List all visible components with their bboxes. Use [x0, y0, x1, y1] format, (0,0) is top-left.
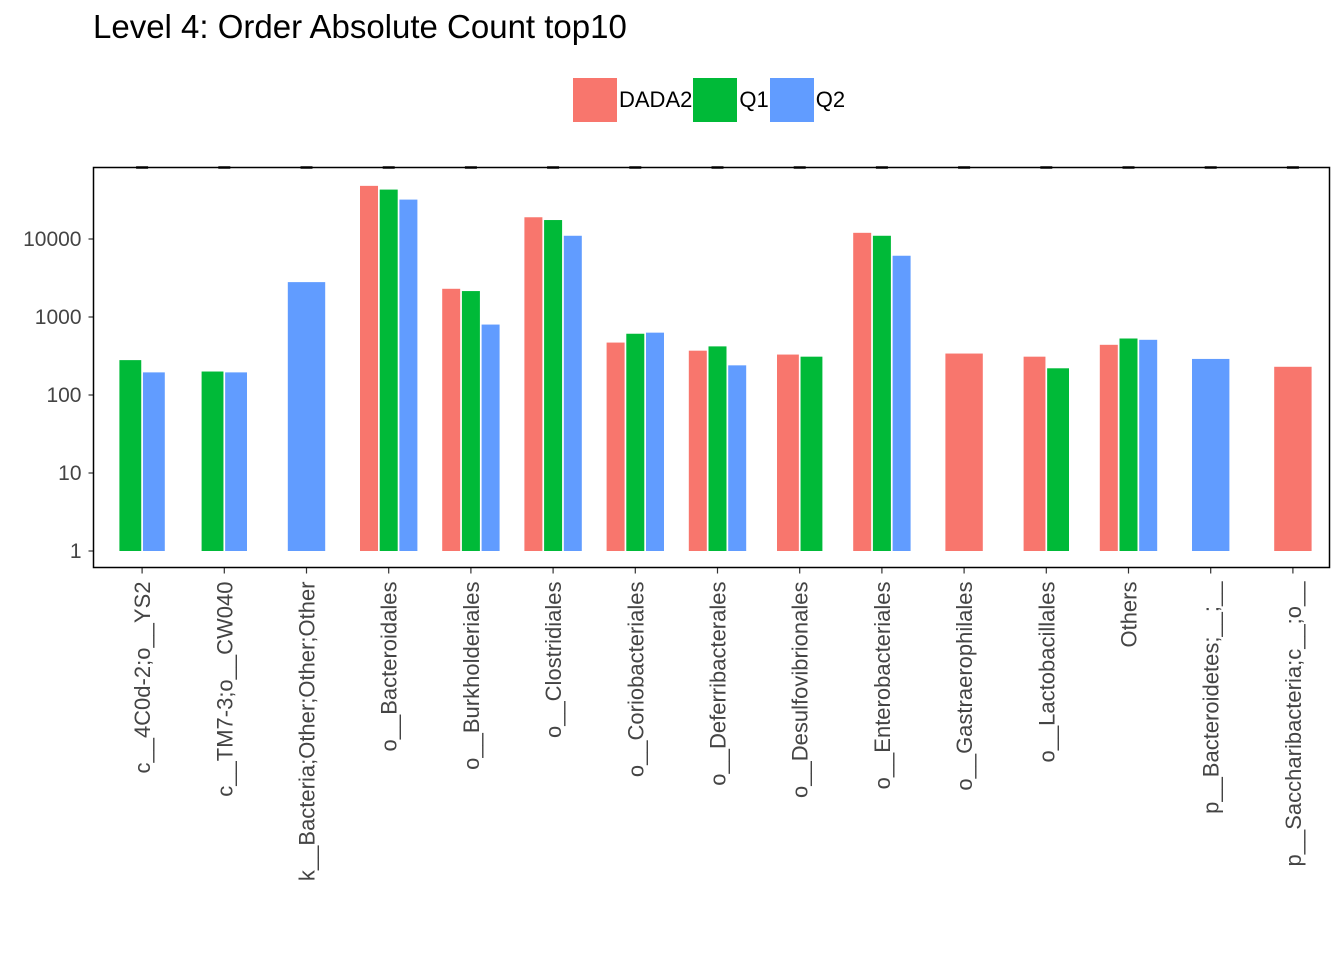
bar-dada2-o-burkholderiales: [442, 288, 461, 551]
x-tick-label: c__TM7-3;o__CW040: [212, 582, 237, 797]
bar-q1-others: [1119, 338, 1138, 551]
y-tick-label: 1000: [35, 306, 82, 329]
x-tick-label: c__4C0d-2;o__YS2: [130, 582, 155, 774]
bar-q1-o-deferribacterales: [708, 346, 727, 551]
chart-legend: DADA2 Q1 Q2: [573, 78, 846, 122]
bar-q1-o-burkholderiales: [461, 291, 480, 551]
bar-q1-o-lactobacillales: [1047, 368, 1069, 551]
legend-label-dada2: DADA2: [619, 87, 693, 112]
x-tick-label: o__Coriobacteriales: [623, 582, 648, 778]
bar-dada2-others: [1099, 344, 1118, 551]
bar-dada2-o-enterobacteriales: [853, 232, 872, 552]
x-axis-labels: c__4C0d-2;o__YS2 c__TM7-3;o__CW040 k__Bact…: [130, 581, 1306, 881]
bar-q2-c-tm7-3-o-cw040: [225, 372, 247, 551]
x-tick-label: o__Lactobacillales: [1034, 582, 1059, 763]
bar-q2-o-burkholderiales: [481, 324, 500, 551]
legend-key-dada2: [573, 78, 617, 122]
y-tick-label: 1: [70, 540, 82, 563]
x-tick-label: o__Clostridiales: [541, 582, 566, 739]
legend-item-dada2: DADA2: [573, 78, 693, 122]
bar-q1-o-clostridiales: [544, 220, 563, 551]
x-tick-label: o__Burkholderiales: [459, 582, 484, 770]
bar-dada2-o-gastraerophilales: [945, 353, 983, 551]
bar-dada2-o-desulfovibrionales: [777, 354, 799, 551]
bar-dada2-o-lactobacillales: [1023, 356, 1046, 551]
y-axis-labels: 1 10 100 1000 10000: [23, 228, 81, 563]
legend-label-q1: Q1: [739, 87, 769, 112]
chart-title: Level 4: Order Absolute Count top10: [93, 8, 627, 45]
y-tick-label: 10: [58, 462, 81, 485]
x-tick-label: o__Bacteroidales: [377, 582, 402, 752]
bar-q2-o-bacteroidales: [399, 199, 418, 551]
bar-q1-o-enterobacteriales: [872, 235, 891, 552]
y-tick-label: 100: [46, 384, 81, 407]
bar-q2-k-bacteria-other-other-other: [287, 282, 326, 551]
bar-q1-o-coriobacteriales: [626, 333, 645, 551]
bar-q2-others: [1139, 339, 1158, 551]
legend-item-q2: Q2: [769, 78, 846, 122]
legend-key-q2: [769, 78, 814, 122]
bar-q2-o-clostridiales: [563, 235, 582, 552]
bar-q2-c-4c0d-2-o-ys2: [142, 372, 165, 551]
bar-q1-c-tm7-3-o-cw040: [201, 371, 224, 551]
bar-dada2-o-bacteroidales: [360, 185, 378, 551]
bars: [119, 185, 1312, 552]
bar-dada2-o-coriobacteriales: [606, 342, 625, 551]
x-tick-label: o__Gastraerophilales: [952, 582, 977, 791]
bar-q2-o-coriobacteriales: [646, 332, 664, 551]
legend-label-q2: Q2: [815, 87, 846, 112]
bar-q1-o-desulfovibrionales: [800, 356, 823, 551]
x-tick-label: o__Desulfovibrionales: [788, 582, 813, 798]
x-tick-label: k__Bacteria;Other;Other;Other: [295, 582, 320, 882]
x-tick-label: p__Saccharibacteria;c__;o__: [1281, 581, 1306, 867]
bar-q1-c-4c0d-2-o-ys2: [119, 360, 142, 551]
x-tick-label: o__Enterobacteriales: [870, 582, 895, 790]
bar-q2-o-enterobacteriales: [892, 255, 911, 552]
y-tick-label: 10000: [23, 228, 81, 251]
plot-panel-border: [92, 166, 1331, 569]
bar-q1-o-bacteroidales: [379, 189, 398, 551]
bar-q2-p-bacteroidetes: [1192, 358, 1230, 551]
bar-q2-o-deferribacterales: [728, 365, 747, 551]
bar-dada2-o-clostridiales: [524, 217, 543, 552]
bar-dada2-o-deferribacterales: [688, 350, 707, 551]
legend-item-q1: Q1: [693, 78, 769, 122]
legend-key-q1: [693, 78, 738, 122]
x-tick-label: o__Deferribacterales: [706, 582, 731, 786]
x-tick-label: p__Bacteroidetes;__;__: [1199, 581, 1224, 814]
x-tick-label: Others: [1117, 582, 1142, 648]
bar-dada2-p-saccharibacteria-c-o: [1274, 366, 1312, 551]
